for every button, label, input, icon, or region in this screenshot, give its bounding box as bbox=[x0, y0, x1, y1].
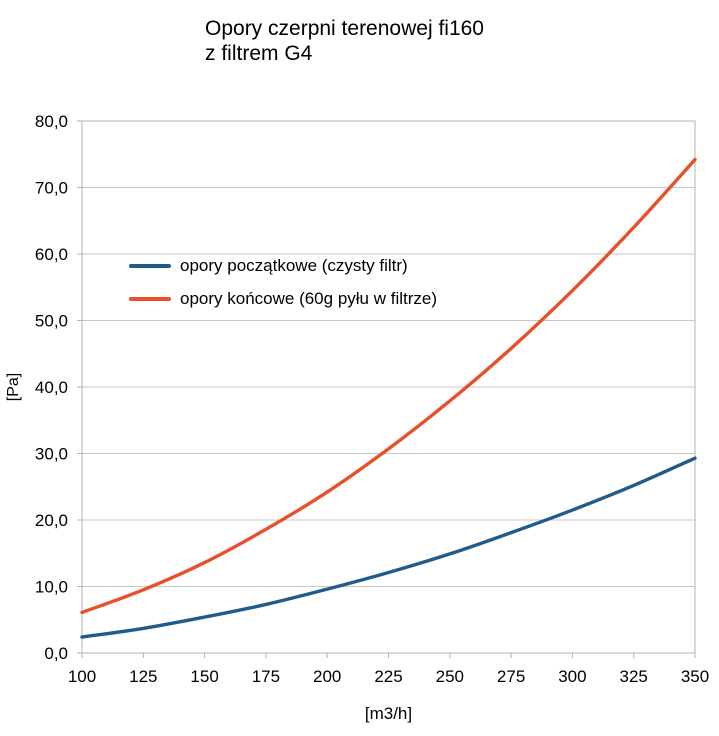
y-tick-label: 80,0 bbox=[35, 112, 68, 131]
y-axis-title: [Pa] bbox=[5, 372, 22, 402]
y-tick-label: 10,0 bbox=[35, 578, 68, 597]
chart-title-line1: Opory czerpni terenowej fi160 bbox=[205, 17, 484, 40]
x-tick-label: 150 bbox=[190, 667, 218, 686]
initial-resistance-line bbox=[80, 456, 697, 639]
x-tick-label: 125 bbox=[129, 667, 157, 686]
x-tick-label: 175 bbox=[252, 667, 280, 686]
x-tick-label: 300 bbox=[558, 667, 586, 686]
x-tick-label: 325 bbox=[620, 667, 648, 686]
x-tick-label: 350 bbox=[681, 667, 709, 686]
legend-label-final-resistance: opory końcowe (60g pyłu w filtrze) bbox=[180, 288, 438, 308]
legend-swatch-initial-resistance bbox=[129, 263, 171, 268]
y-tick-label: 0,0 bbox=[44, 644, 68, 663]
chart-title: Opory czerpni terenowej fi160 z filtrem … bbox=[205, 16, 484, 66]
x-tick-label: 275 bbox=[497, 667, 525, 686]
x-tick-label: 225 bbox=[374, 667, 402, 686]
legend-swatch-final-resistance bbox=[129, 296, 171, 301]
y-tick-label: 30,0 bbox=[35, 445, 68, 464]
x-axis-title: [m3/h] bbox=[364, 704, 413, 723]
final-resistance-line bbox=[80, 157, 697, 615]
legend-item-initial-resistance: opory początkowe (czysty filtr) bbox=[129, 249, 437, 282]
y-tick-label: 40,0 bbox=[35, 378, 68, 397]
y-tick-label: 60,0 bbox=[35, 245, 68, 264]
chart-title-line2: z filtrem G4 bbox=[205, 42, 313, 65]
x-tick-label: 200 bbox=[313, 667, 341, 686]
y-tick-label: 50,0 bbox=[35, 312, 68, 331]
y-tick-label: 20,0 bbox=[35, 511, 68, 530]
y-tick-label: 70,0 bbox=[35, 179, 68, 198]
legend-item-final-resistance: opory końcowe (60g pyłu w filtrze) bbox=[129, 282, 437, 315]
x-tick-label: 100 bbox=[68, 667, 96, 686]
legend: opory początkowe (czysty filtr) opory ko… bbox=[129, 249, 437, 315]
legend-label-initial-resistance: opory początkowe (czysty filtr) bbox=[180, 255, 408, 275]
x-tick-label: 250 bbox=[436, 667, 464, 686]
